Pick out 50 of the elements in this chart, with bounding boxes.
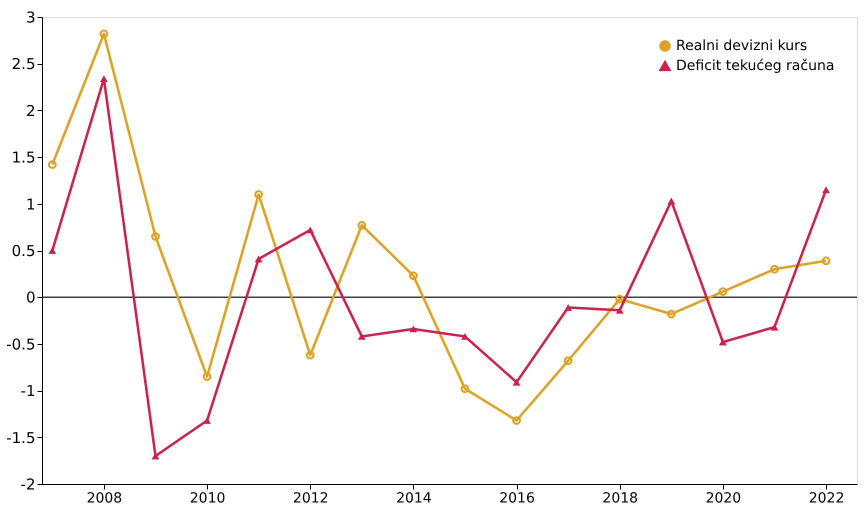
x-tick-label: 2018 (602, 490, 638, 506)
point (254, 190, 263, 199)
legend-label: Realni devizni kurs (676, 38, 808, 54)
legend-label: Deficit tekućeg računa (676, 58, 834, 74)
x-tick-label: 2016 (499, 490, 535, 506)
point (460, 384, 470, 394)
point (615, 294, 624, 304)
point (100, 75, 108, 82)
y-tick-label: 0 (26, 288, 36, 307)
point (564, 356, 572, 366)
y-tick-label: -2 (20, 476, 36, 494)
point (100, 29, 108, 38)
point (667, 198, 676, 204)
point (512, 378, 520, 386)
point (48, 247, 56, 254)
point (254, 256, 263, 262)
point (564, 304, 572, 311)
point (410, 326, 418, 332)
point (409, 271, 418, 280)
point (306, 226, 314, 234)
point (718, 287, 728, 296)
point (306, 350, 315, 360)
y-tick-label: -0.5 (6, 335, 36, 354)
y-tick-label: 2 (26, 102, 36, 120)
y-tick-label: 0.5 (12, 242, 36, 260)
x-tick-label: 2012 (292, 490, 329, 506)
y-tick-label: -1.5 (6, 428, 36, 447)
point (616, 306, 624, 314)
point (512, 416, 521, 425)
point (151, 232, 160, 241)
x-tick-label: 2008 (86, 490, 122, 506)
point (822, 186, 830, 194)
point (719, 338, 727, 346)
point (770, 324, 778, 330)
y-tick-label: 1.5 (12, 148, 36, 167)
point (770, 264, 779, 274)
x-tick-label: 2020 (706, 490, 742, 506)
x-tick-label: 2022 (808, 490, 844, 506)
y-tick-label: 2.5 (12, 55, 36, 74)
point (203, 417, 211, 424)
y-tick-label: -1 (20, 382, 36, 400)
point (202, 372, 212, 381)
x-tick-label: 2010 (190, 490, 226, 506)
y-tick-label: 1 (26, 195, 36, 214)
point (358, 333, 366, 340)
x-tick-label: 2014 (396, 490, 432, 506)
point (357, 220, 366, 230)
y-tick-label: 3 (26, 8, 36, 26)
point (152, 452, 160, 460)
point (666, 310, 676, 318)
